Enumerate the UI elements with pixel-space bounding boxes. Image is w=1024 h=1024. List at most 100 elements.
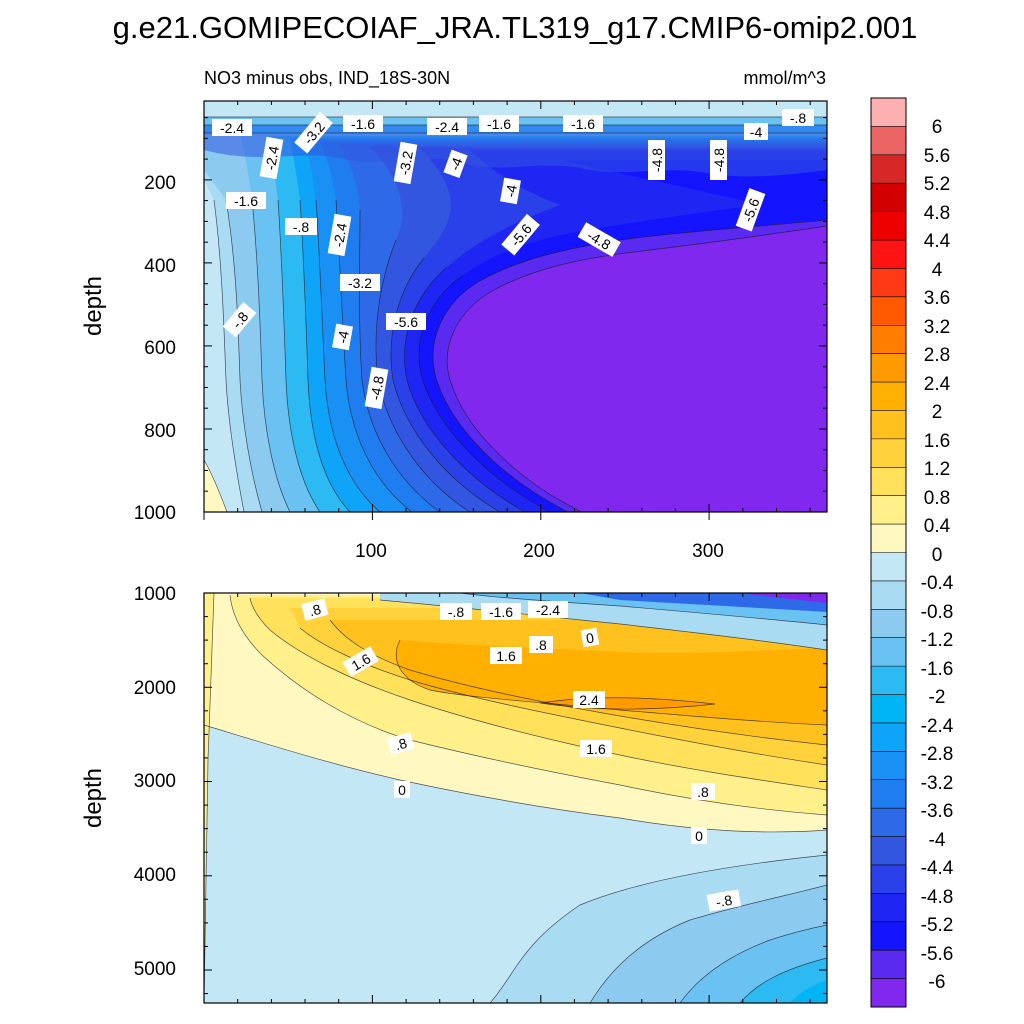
contour-label-text: -4 — [334, 329, 352, 344]
lower-plot-frame — [203, 592, 828, 1004]
colorbar-tick-label: 3.2 — [924, 317, 950, 338]
contour-label-text: -5.6 — [739, 196, 762, 224]
lower-contour-line-3 — [249, 597, 827, 791]
contour-label-text: -4 — [446, 155, 465, 172]
colorbar-tick-label: 6 — [932, 117, 943, 138]
colorbar-tick-label: 4.4 — [924, 231, 951, 252]
contour-label-text: 1.6 — [496, 648, 516, 664]
contour-label-text: -4.8 — [649, 148, 665, 172]
contour-label-box — [529, 636, 553, 653]
contour-label-box — [427, 118, 467, 135]
contour-label-box — [580, 740, 612, 757]
lower-contour-line-10 — [489, 854, 827, 1003]
colorbar-swatch — [871, 864, 906, 894]
contour-label-box — [744, 123, 768, 140]
colorbar-swatch — [871, 524, 906, 553]
lower-ytick-label: 5000 — [134, 959, 176, 980]
contour-label: 0 — [691, 827, 707, 844]
upper-contour-line-4 — [251, 199, 291, 512]
contour-label-box — [332, 323, 353, 351]
contour-label-box — [691, 827, 707, 844]
colorbar-tick-label: -4.4 — [921, 858, 954, 879]
contour-label-text: -.8 — [293, 219, 310, 235]
contour-label-text: -2.4 — [536, 602, 560, 618]
colorbar-swatch — [871, 950, 906, 979]
upper-contour-line-3 — [225, 199, 263, 512]
contour-label-box — [479, 115, 519, 132]
lower-ytick-label: 3000 — [134, 771, 176, 792]
colorbar-swatch — [871, 751, 906, 781]
upper-x-tick-labels: 100 200 300 — [355, 541, 724, 562]
colorbar-tick-label: -0.8 — [921, 602, 954, 623]
upper-contour-line-11 — [390, 257, 501, 512]
contour-label-text: -2.4 — [262, 145, 282, 172]
chart-subtitle: NO3 minus obs, IND_18S-30N — [204, 68, 450, 89]
contour-label: -4 — [332, 323, 353, 351]
colorbar-tick-label: 1.6 — [924, 431, 950, 452]
colorbar-tick-label: 0 — [932, 545, 943, 566]
contour-label: 1.6 — [490, 647, 522, 664]
lower-left-strip — [204, 593, 214, 1003]
colorbar — [870, 97, 907, 1008]
colorbar-tick-label: -3.2 — [921, 773, 954, 794]
contour-label: -4 — [443, 149, 468, 179]
lower-contour-line-13 — [739, 957, 827, 1003]
contour-label: -4 — [744, 123, 768, 140]
colorbar-swatch — [871, 353, 906, 383]
contour-label-text: -1.6 — [571, 116, 595, 132]
contour-label-text: 2.4 — [579, 692, 599, 708]
contour-label-box — [343, 115, 383, 132]
colorbar-tick-label: -1.6 — [921, 659, 954, 680]
contour-label: -4.8 — [710, 140, 727, 180]
upper-ytick-label: 800 — [144, 421, 176, 442]
lower-band-neg3 — [580, 593, 827, 612]
contour-label-text: -1.6 — [351, 116, 375, 132]
contour-label-box — [490, 647, 522, 664]
contour-label-box — [500, 177, 521, 205]
colorbar-swatch — [871, 296, 906, 326]
contour-label-box — [706, 889, 742, 912]
contour-label-text: -1.6 — [489, 604, 513, 620]
lower-panel: .8 -.8 -1.6 -2.4.8 01.6 1.62.4.8 1.60.80-.8 10… — [80, 584, 828, 1004]
colorbar-swatch — [871, 382, 906, 411]
contour-label: .8 — [301, 598, 329, 621]
lower-y-tick-labels: 1000 2000 3000 4000 5000 — [134, 584, 176, 980]
colorbar-tick-label: -6 — [929, 972, 946, 993]
contour-label-text: -2.4 — [435, 119, 459, 135]
lower-contour-line-2 — [229, 594, 827, 816]
contour-label-text: -2.4 — [330, 222, 350, 249]
upper-band-neg60 — [447, 226, 827, 512]
contour-label-box — [440, 603, 472, 620]
upper-striation-zone — [204, 133, 827, 177]
colorbar-tick-label: 1.2 — [924, 459, 950, 480]
contour-label: -4 — [500, 177, 521, 205]
contour-label: 0 — [394, 781, 410, 798]
contour-label-box — [301, 598, 329, 621]
contour-label-box — [342, 646, 379, 677]
contour-label-box — [528, 601, 568, 618]
contour-label-box — [481, 603, 521, 620]
upper-ytick-label: 400 — [144, 256, 176, 277]
upper-contour-line-16 — [477, 219, 827, 283]
contour-label-box — [386, 313, 426, 330]
contour-label-text: 0 — [585, 629, 596, 646]
contour-label: .8 — [691, 783, 715, 800]
upper-xtick-label: 100 — [355, 541, 387, 562]
colorbar-swatch — [871, 836, 906, 866]
contour-label-box — [364, 366, 389, 410]
contour-label-text: .8 — [307, 601, 323, 620]
contour-label: -.8 — [440, 603, 472, 620]
contour-label-box — [577, 222, 621, 257]
colorbar-swatch — [871, 978, 906, 1008]
contour-label: 0 — [580, 627, 600, 648]
contour-label-text: -4 — [502, 183, 520, 198]
contour-label: -1.6 — [479, 115, 519, 132]
lower-ytick-label: 1000 — [134, 584, 176, 605]
colorbar-tick-label: -1.2 — [921, 630, 954, 651]
contour-label: -1.6 — [226, 192, 266, 209]
contour-label-text: .8 — [535, 637, 547, 653]
contour-label-text: -.8 — [448, 604, 465, 620]
contour-label-box — [573, 691, 605, 708]
colorbar-swatch — [871, 467, 906, 497]
colorbar-swatch — [871, 154, 906, 184]
